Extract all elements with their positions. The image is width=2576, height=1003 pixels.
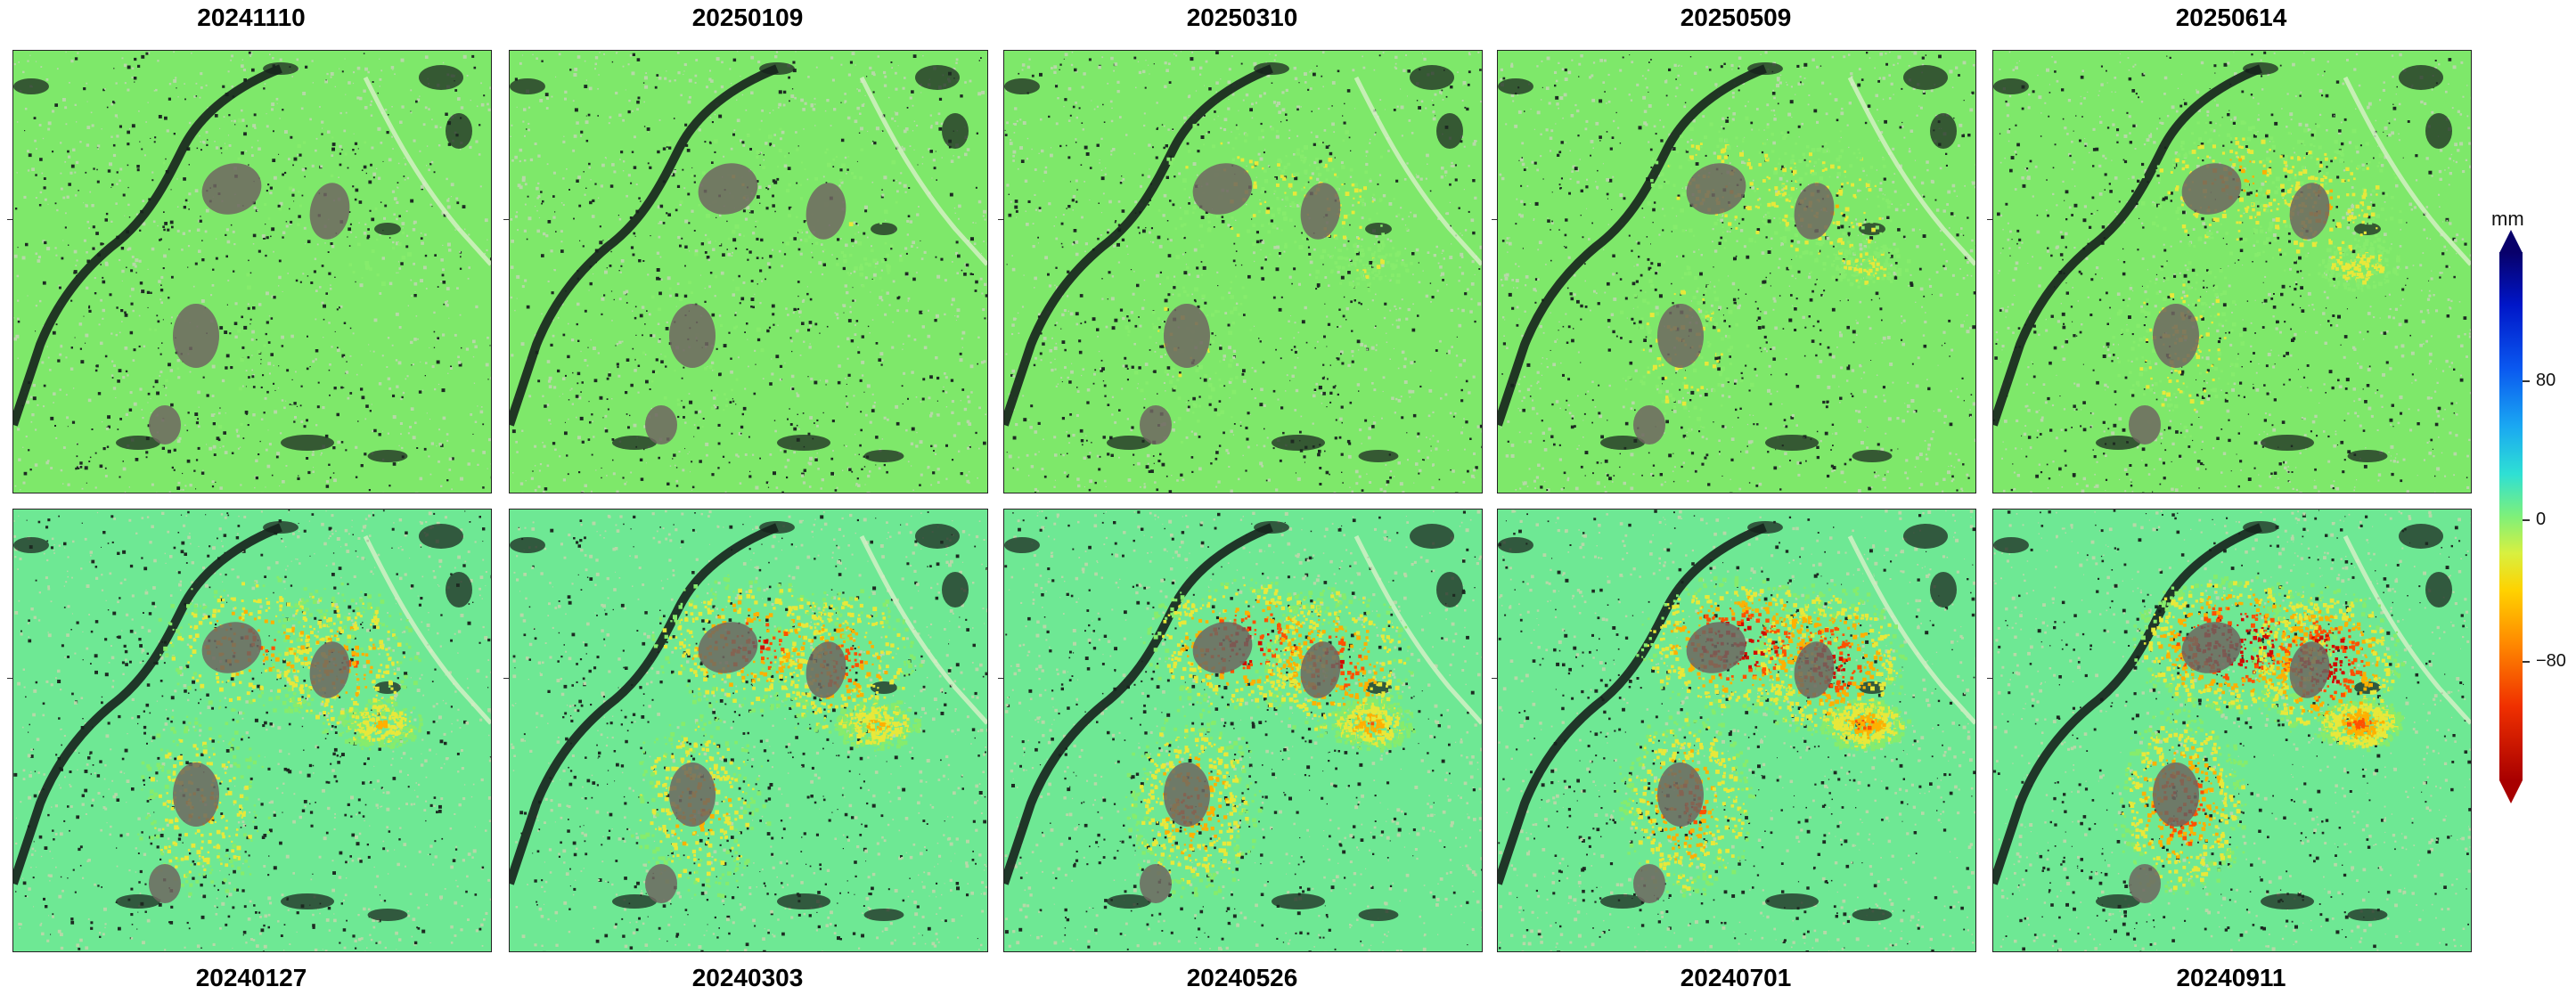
panel-date-label: 20240701 — [1497, 964, 1975, 992]
colorbar-label-80: 80 — [2536, 371, 2556, 390]
panel-date-label: 20250109 — [509, 4, 986, 32]
panel-date-label: 20240911 — [1992, 964, 2470, 992]
colorbar-top-arrow — [2499, 230, 2523, 253]
colorbar-tick-minus80 — [2523, 661, 2530, 663]
colorbar-label-minus80: −80 — [2536, 651, 2566, 671]
deformation-map-panel — [509, 50, 988, 493]
deformation-map-panel — [1992, 509, 2472, 952]
colorbar-tick-0 — [2523, 519, 2530, 521]
colorbar-label-0: 0 — [2536, 510, 2546, 529]
axis-tick — [7, 678, 12, 679]
panel-date-label: 20240127 — [12, 964, 490, 992]
panel-date-label: 20241110 — [12, 4, 490, 32]
axis-tick — [998, 678, 1003, 679]
panel-date-label: 20250310 — [1003, 4, 1481, 32]
axis-tick — [1492, 678, 1497, 679]
panel-date-label: 20250509 — [1497, 4, 1975, 32]
axis-tick — [1492, 219, 1497, 220]
deformation-map-panel — [1497, 509, 1976, 952]
colorbar-tick-80 — [2523, 380, 2530, 382]
panel-date-label: 20240303 — [509, 964, 986, 992]
axis-tick — [503, 219, 509, 220]
colorbar-unit: mm — [2491, 208, 2524, 231]
panel-date-label: 20250614 — [1992, 4, 2470, 32]
deformation-map-panel — [12, 509, 492, 952]
deformation-map-panel — [509, 509, 988, 952]
colorbar-bottom-arrow — [2499, 780, 2523, 803]
axis-tick — [998, 219, 1003, 220]
deformation-map-panel — [1497, 50, 1976, 493]
axis-tick — [1987, 219, 1992, 220]
colorbar — [2499, 252, 2523, 780]
axis-tick — [503, 678, 509, 679]
axis-tick — [1987, 678, 1992, 679]
deformation-map-panel — [1003, 509, 1483, 952]
deformation-map-panel — [1992, 50, 2472, 493]
axis-tick — [7, 219, 12, 220]
panel-date-label: 20240526 — [1003, 964, 1481, 992]
deformation-map-panel — [12, 50, 492, 493]
deformation-map-panel — [1003, 50, 1483, 493]
